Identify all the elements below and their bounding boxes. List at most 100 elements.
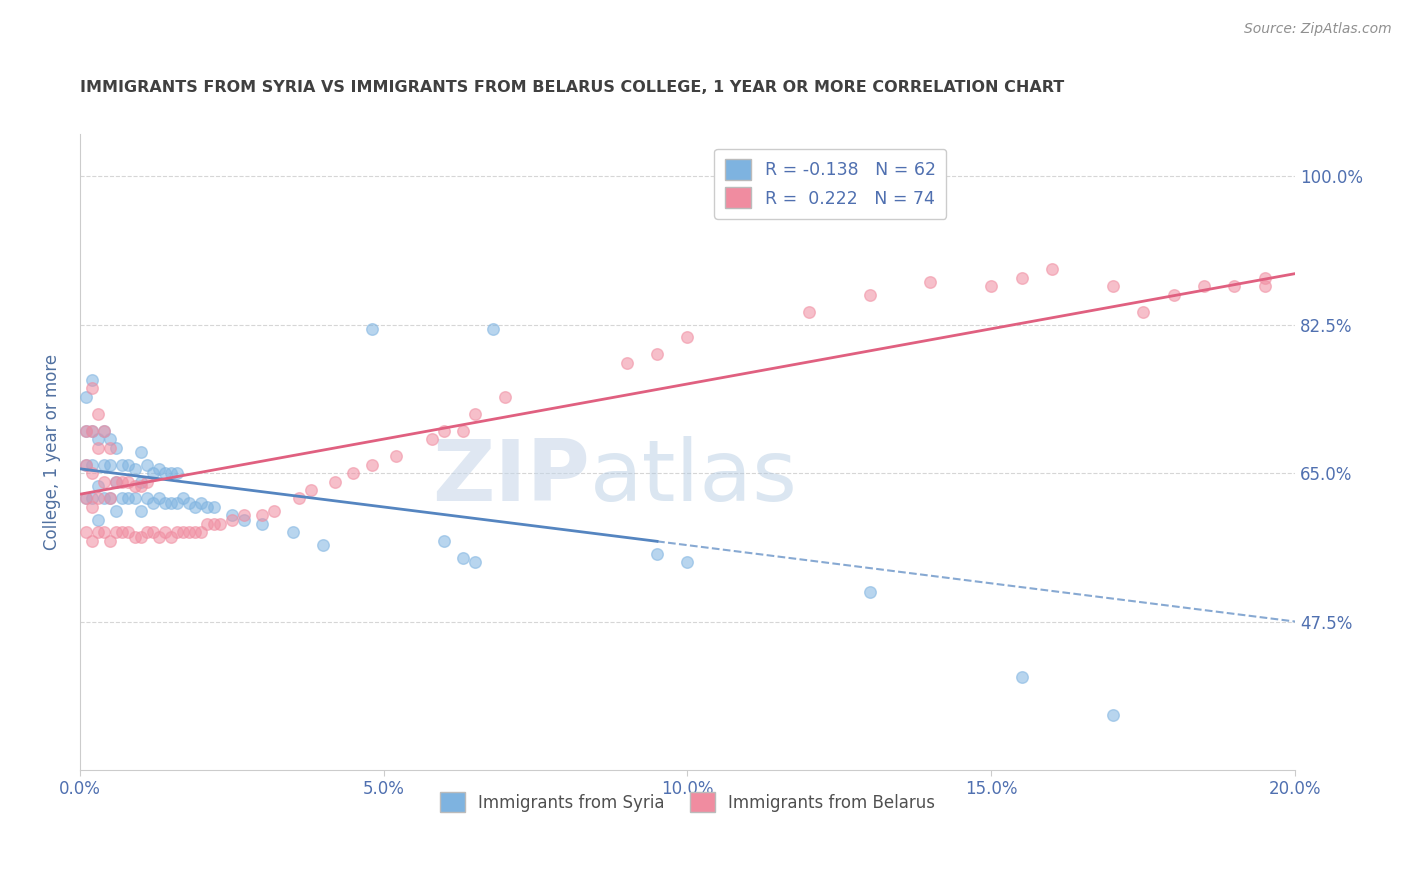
Point (385, 449, 408, 463)
Legend: Immigrants from Syria, Immigrants from Belarus: Immigrants from Syria, Immigrants from B… (433, 785, 942, 819)
Point (202, 516, 225, 531)
Point (148, 491, 170, 506)
Point (93, 424, 115, 438)
Point (142, 496, 165, 510)
Point (75, 458, 97, 472)
Point (451, 424, 474, 438)
Point (129, 445, 152, 459)
Point (80, 533, 103, 548)
Point (105, 525, 128, 540)
Point (342, 466, 364, 480)
Point (153, 525, 176, 540)
Point (1132, 305, 1154, 319)
Point (124, 530, 146, 544)
Point (87, 407, 110, 421)
Point (111, 458, 134, 472)
Point (93, 491, 115, 506)
Point (1163, 288, 1185, 302)
Point (1101, 279, 1123, 293)
Point (859, 584, 882, 599)
Point (129, 530, 152, 544)
Point (197, 500, 219, 514)
Point (135, 475, 157, 489)
Point (124, 462, 146, 476)
Point (232, 513, 254, 527)
Text: ZIP: ZIP (433, 436, 591, 519)
Point (202, 500, 225, 514)
Point (129, 504, 152, 518)
Point (221, 508, 243, 523)
Point (135, 458, 157, 472)
Point (179, 496, 201, 510)
Point (153, 496, 176, 510)
Point (1253, 279, 1275, 293)
Point (166, 466, 188, 480)
Point (1011, 670, 1033, 684)
Point (98, 432, 121, 446)
Point (135, 491, 157, 506)
Point (232, 508, 254, 523)
Point (75, 491, 97, 506)
Point (129, 475, 152, 489)
Point (117, 525, 139, 540)
Point (75, 525, 97, 540)
Point (263, 504, 285, 518)
Point (360, 322, 382, 336)
Point (980, 279, 1002, 293)
Point (75, 390, 97, 404)
Point (93, 424, 115, 438)
Point (166, 496, 188, 510)
Point (433, 533, 456, 548)
Point (93, 525, 115, 540)
Point (859, 288, 882, 302)
Point (1011, 271, 1033, 285)
Point (287, 491, 309, 506)
Point (433, 424, 456, 438)
Point (1253, 271, 1275, 285)
Point (464, 555, 486, 569)
Point (87, 491, 110, 506)
Point (250, 508, 273, 523)
Point (172, 525, 194, 540)
Point (645, 347, 668, 361)
Point (184, 525, 207, 540)
Point (80, 500, 103, 514)
Point (98, 441, 121, 455)
Point (190, 525, 212, 540)
Text: atlas: atlas (591, 436, 799, 519)
Point (117, 458, 139, 472)
Point (148, 462, 170, 476)
Point (420, 432, 443, 446)
Point (124, 491, 146, 506)
Point (75, 458, 97, 472)
Point (80, 373, 103, 387)
Point (494, 390, 516, 404)
Point (172, 491, 194, 506)
Point (142, 466, 165, 480)
Point (87, 432, 110, 446)
Point (105, 441, 128, 455)
Point (197, 516, 219, 531)
Point (87, 479, 110, 493)
Text: IMMIGRANTS FROM SYRIA VS IMMIGRANTS FROM BELARUS COLLEGE, 1 YEAR OR MORE CORRELA: IMMIGRANTS FROM SYRIA VS IMMIGRANTS FROM… (80, 80, 1064, 95)
Point (80, 466, 103, 480)
Point (80, 424, 103, 438)
Point (117, 491, 139, 506)
Point (1192, 279, 1215, 293)
Point (360, 458, 382, 472)
Point (105, 475, 128, 489)
Point (124, 479, 146, 493)
Point (1101, 707, 1123, 722)
Point (80, 491, 103, 506)
Point (616, 356, 638, 370)
Point (208, 516, 231, 531)
Point (111, 525, 134, 540)
Point (676, 555, 699, 569)
Point (221, 513, 243, 527)
Point (160, 496, 183, 510)
Point (111, 491, 134, 506)
Point (117, 475, 139, 489)
Point (80, 424, 103, 438)
Point (135, 525, 157, 540)
Point (105, 504, 128, 518)
